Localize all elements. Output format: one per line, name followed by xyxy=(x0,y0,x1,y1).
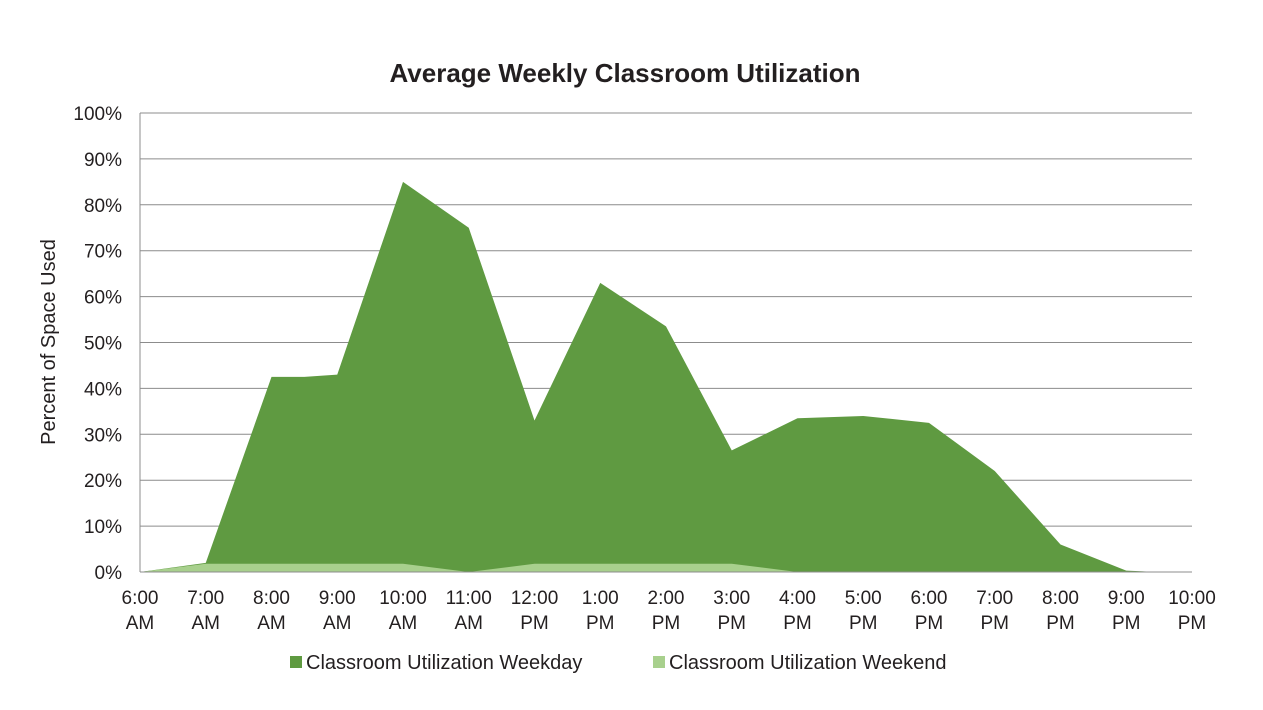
x-tick-label: 7:00 xyxy=(976,588,1013,609)
y-tick-label: 40% xyxy=(84,379,122,400)
chart-title: Average Weekly Classroom Utilization xyxy=(389,58,860,88)
legend-swatch-weekend xyxy=(653,656,665,668)
x-tick-label: PM xyxy=(981,613,1010,634)
x-tick-label: AM xyxy=(323,613,352,634)
y-tick-label: 60% xyxy=(84,288,122,309)
legend: Classroom Utilization Weekday Classroom U… xyxy=(290,652,947,674)
x-tick-label: 4:00 xyxy=(779,588,816,609)
legend-label-weekday: Classroom Utilization Weekday xyxy=(306,652,582,674)
x-tick-label: AM xyxy=(389,613,418,634)
x-tick-label: 11:00 xyxy=(446,588,492,609)
x-tick-label: 8:00 xyxy=(1042,588,1079,609)
y-tick-label: 80% xyxy=(84,196,122,217)
legend-swatch-weekday xyxy=(290,656,302,668)
y-tick-labels: 0% 10% 20% 30% 40% 50% 60% 70% 80% 90% 100% xyxy=(73,104,122,584)
x-tick-label: AM xyxy=(455,613,484,634)
y-tick-label: 30% xyxy=(84,425,122,446)
x-tick-label: 1:00 xyxy=(582,588,619,609)
x-tick-label: PM xyxy=(586,613,615,634)
x-tick-label: 2:00 xyxy=(648,588,685,609)
x-tick-label: PM xyxy=(652,613,681,634)
x-tick-label: PM xyxy=(915,613,944,634)
x-tick-labels: 6:00 AM 7:00 AM 8:00 AM 9:00 AM 10:00 AM 11:00 AM 12… xyxy=(122,588,1216,634)
x-tick-label: 9:00 xyxy=(1108,588,1145,609)
x-tick-label: AM xyxy=(192,613,221,634)
x-tick-label: PM xyxy=(520,613,549,634)
x-tick-label: 8:00 xyxy=(253,588,290,609)
x-tick-label: 7:00 xyxy=(187,588,224,609)
x-tick-label: AM xyxy=(257,613,286,634)
x-tick-label: PM xyxy=(1046,613,1075,634)
y-tick-label: 100% xyxy=(73,104,122,125)
x-tick-label: PM xyxy=(718,613,747,634)
x-tick-label: PM xyxy=(783,613,812,634)
x-tick-label: PM xyxy=(849,613,878,634)
y-tick-label: 90% xyxy=(84,150,122,171)
x-tick-label: 5:00 xyxy=(845,588,882,609)
x-tick-label: 12:00 xyxy=(511,588,559,609)
area-series-weekday xyxy=(140,181,1160,572)
y-tick-label: 70% xyxy=(84,242,122,263)
x-tick-label: 3:00 xyxy=(713,588,750,609)
x-tick-label: 6:00 xyxy=(122,588,159,609)
x-tick-label: 10:00 xyxy=(1168,588,1216,609)
plot-areas xyxy=(140,181,1160,572)
x-tick-label: PM xyxy=(1112,613,1141,634)
y-tick-label: 0% xyxy=(95,563,123,584)
x-tick-label: AM xyxy=(126,613,155,634)
y-tick-label: 50% xyxy=(84,334,122,355)
area-series-weekend xyxy=(140,563,1127,572)
x-tick-label: 6:00 xyxy=(911,588,948,609)
y-tick-label: 20% xyxy=(84,471,122,492)
legend-label-weekend: Classroom Utilization Weekend xyxy=(669,652,947,674)
y-tick-label: 10% xyxy=(84,517,122,538)
x-tick-label: 9:00 xyxy=(319,588,356,609)
x-tick-label: 10:00 xyxy=(379,588,427,609)
y-axis-label: Percent of Space Used xyxy=(38,239,60,445)
x-tick-label: PM xyxy=(1178,613,1207,634)
axes xyxy=(139,113,1192,573)
